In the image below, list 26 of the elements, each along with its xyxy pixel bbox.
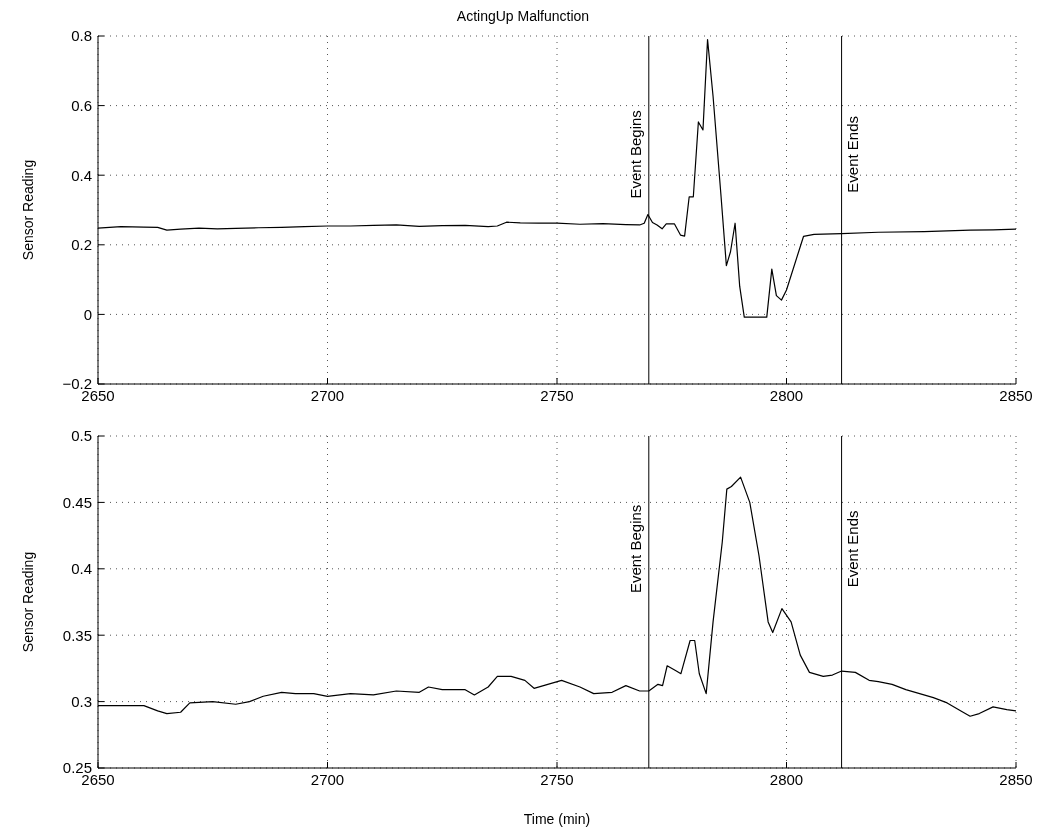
y-axis-title: Sensor Reading xyxy=(19,159,36,261)
y-tick-label: 0.5 xyxy=(71,427,92,445)
x-axis-title: Time (min) xyxy=(523,811,591,827)
x-tick-label: 2700 xyxy=(310,770,345,788)
ref-line-label: Event Begins xyxy=(626,110,644,199)
y-tick-label: 0.45 xyxy=(62,493,92,511)
y-tick-label: 0 xyxy=(83,305,92,323)
x-tick-label: 2750 xyxy=(540,386,574,404)
y-axis-title: Sensor Reading xyxy=(19,551,36,653)
y-tick-label: 0.8 xyxy=(71,27,92,45)
y-tick-label: 0.4 xyxy=(71,166,92,184)
x-tick-label: 2750 xyxy=(540,770,574,788)
chart-title: ActingUp Malfunction xyxy=(455,8,591,26)
x-tick-label: 2850 xyxy=(999,770,1033,788)
y-tick-label: 0.4 xyxy=(71,560,92,578)
ref-line-label: Event Ends xyxy=(843,115,861,193)
x-tick-label: 2800 xyxy=(769,770,804,788)
y-tick-label: 0.35 xyxy=(62,626,92,644)
y-tick-label: 0.3 xyxy=(71,692,92,710)
ref-line-label: Event Ends xyxy=(843,510,861,588)
x-tick-label: 2800 xyxy=(769,386,804,404)
ref-line-label: Event Begins xyxy=(626,504,644,594)
x-tick-label: 2700 xyxy=(310,386,345,404)
y-tick-label: 0.2 xyxy=(71,236,92,254)
x-tick-label: 2850 xyxy=(999,386,1033,404)
y-tick-label: 0.6 xyxy=(71,96,92,114)
